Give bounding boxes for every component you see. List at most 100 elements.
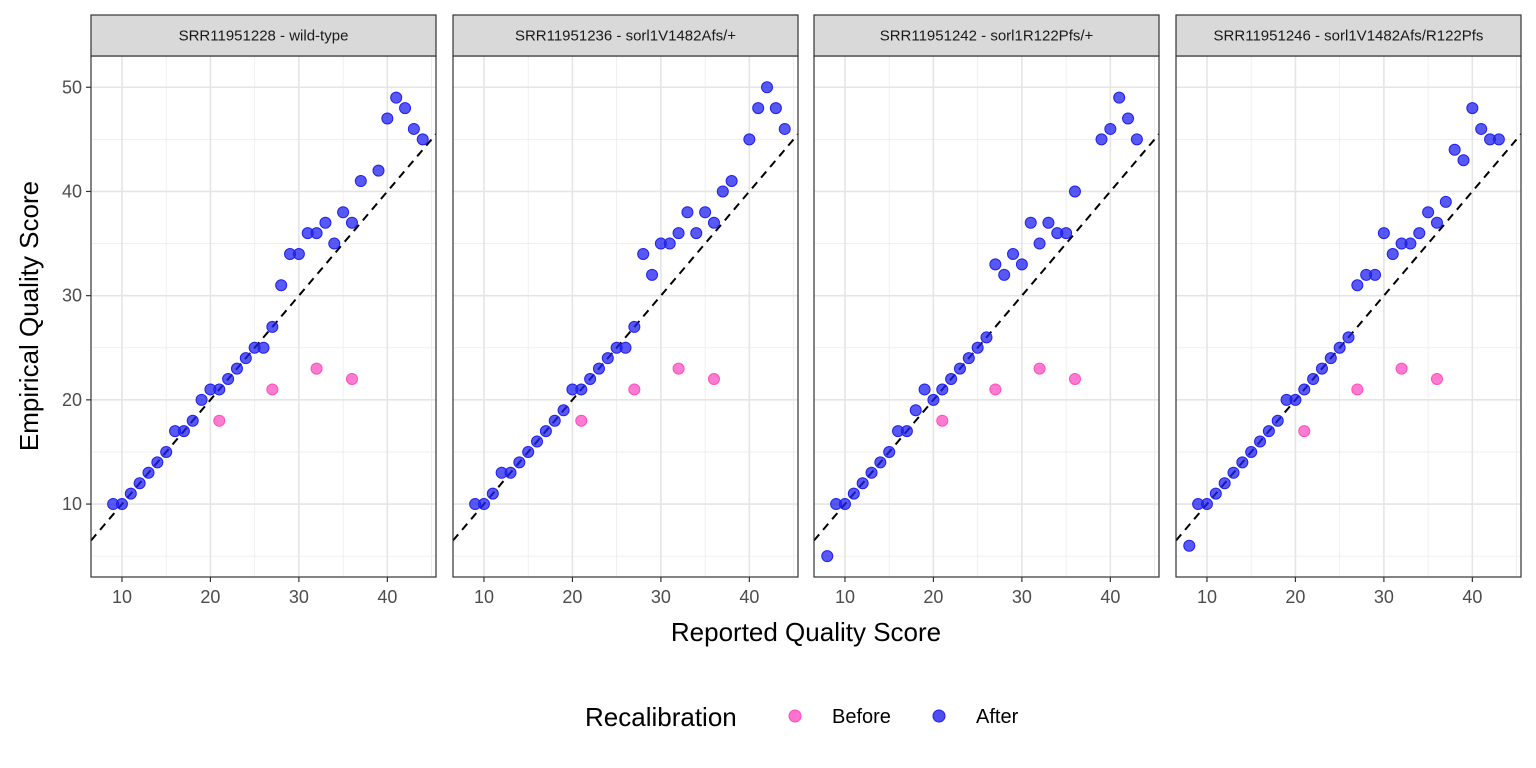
x-tick-label: 30 bbox=[1374, 587, 1394, 607]
x-tick-label: 10 bbox=[112, 587, 132, 607]
point-after bbox=[1289, 393, 1302, 406]
point-after bbox=[681, 206, 694, 219]
point-after bbox=[133, 477, 146, 490]
point-after bbox=[1298, 383, 1311, 396]
point-after bbox=[1236, 456, 1249, 469]
point-after bbox=[115, 498, 128, 511]
point-after bbox=[1386, 247, 1399, 260]
point-after bbox=[953, 362, 966, 375]
point-after bbox=[1430, 216, 1443, 229]
point-after bbox=[1183, 539, 1196, 552]
x-tick-label: 20 bbox=[1285, 587, 1305, 607]
x-tick-label: 40 bbox=[739, 587, 759, 607]
point-after bbox=[601, 352, 614, 365]
point-after bbox=[177, 425, 190, 438]
x-tick-label: 20 bbox=[200, 587, 220, 607]
panel-2: SRR11951236 - sorl1V1482Afs/+ 10 20 30 40 bbox=[452, 14, 799, 607]
point-after bbox=[319, 216, 332, 229]
point-after bbox=[390, 91, 403, 104]
point-before bbox=[1033, 362, 1046, 375]
point-after bbox=[707, 216, 720, 229]
panel-3: SRR11951242 - sorl1R122Pfs/+ 10 20 30 40 bbox=[813, 14, 1160, 607]
point-before bbox=[345, 373, 358, 386]
point-after bbox=[980, 331, 993, 344]
legend-key-after bbox=[932, 709, 946, 723]
point-after bbox=[743, 133, 756, 146]
point-after bbox=[1130, 133, 1143, 146]
point-after bbox=[1254, 435, 1267, 448]
point-after bbox=[399, 102, 412, 115]
point-after bbox=[1042, 216, 1055, 229]
point-after bbox=[486, 487, 499, 500]
y-tick-label: 30 bbox=[62, 286, 82, 306]
point-after bbox=[477, 498, 490, 511]
point-after bbox=[769, 102, 782, 115]
point-after bbox=[637, 247, 650, 260]
point-before bbox=[575, 414, 588, 427]
point-after bbox=[531, 435, 544, 448]
point-after bbox=[690, 227, 703, 240]
point-after bbox=[989, 258, 1002, 271]
strip-background bbox=[1175, 14, 1522, 57]
point-before bbox=[1351, 383, 1364, 396]
point-before bbox=[672, 362, 685, 375]
point-after bbox=[900, 425, 913, 438]
point-after bbox=[584, 373, 597, 386]
x-tick-label: 20 bbox=[923, 587, 943, 607]
point-before bbox=[1298, 425, 1311, 438]
point-after bbox=[865, 466, 878, 479]
point-after bbox=[213, 383, 226, 396]
point-after bbox=[838, 498, 851, 511]
point-after bbox=[575, 383, 588, 396]
point-after bbox=[1271, 414, 1284, 427]
point-after bbox=[752, 102, 765, 115]
y-tick-label: 50 bbox=[62, 77, 82, 97]
strip-background bbox=[813, 14, 1160, 57]
point-after bbox=[222, 373, 235, 386]
panel-1: SRR11951228 - wild-type 10 20 30 40 10 20 30 40 5… bbox=[62, 14, 437, 607]
point-before bbox=[310, 362, 323, 375]
point-after bbox=[557, 404, 570, 417]
point-after bbox=[663, 237, 676, 250]
point-after bbox=[883, 445, 896, 458]
strip-title: SRR11951242 - sorl1R122Pfs/+ bbox=[880, 28, 1094, 45]
legend: Recalibration Before After bbox=[585, 702, 1019, 732]
panel-background bbox=[91, 56, 436, 577]
point-after bbox=[1218, 477, 1231, 490]
point-after bbox=[151, 456, 164, 469]
point-after bbox=[962, 352, 975, 365]
point-after bbox=[1060, 227, 1073, 240]
point-after bbox=[354, 175, 367, 188]
x-tick-label: 20 bbox=[562, 587, 582, 607]
point-after bbox=[1024, 216, 1037, 229]
point-after bbox=[821, 550, 834, 563]
y-tick-label: 40 bbox=[62, 181, 82, 201]
point-after bbox=[909, 404, 922, 417]
strip-title: SRR11951246 - sorl1V1482Afs/R122Pfs bbox=[1214, 28, 1484, 45]
point-after bbox=[1448, 143, 1461, 156]
x-tick-label: 40 bbox=[1100, 587, 1120, 607]
point-after bbox=[716, 185, 729, 198]
y-axis-title: Empirical Quality Score bbox=[14, 181, 44, 451]
point-after bbox=[239, 352, 252, 365]
point-after bbox=[672, 227, 685, 240]
point-after bbox=[1015, 258, 1028, 271]
point-after bbox=[1369, 268, 1382, 281]
point-after bbox=[592, 362, 605, 375]
point-after bbox=[275, 279, 288, 292]
strip-title: SRR11951228 - wild-type bbox=[179, 28, 349, 45]
x-tick-label: 40 bbox=[1462, 587, 1482, 607]
x-tick-label: 10 bbox=[474, 587, 494, 607]
point-after bbox=[1007, 247, 1020, 260]
x-tick-label: 30 bbox=[289, 587, 309, 607]
point-after bbox=[646, 268, 659, 281]
x-axis-title: Reported Quality Score bbox=[671, 617, 941, 647]
panel-background bbox=[814, 56, 1159, 577]
point-after bbox=[725, 175, 738, 188]
point-after bbox=[1315, 362, 1328, 375]
point-after bbox=[628, 320, 641, 333]
point-after bbox=[1333, 341, 1346, 354]
point-after bbox=[257, 341, 270, 354]
point-before bbox=[266, 383, 279, 396]
